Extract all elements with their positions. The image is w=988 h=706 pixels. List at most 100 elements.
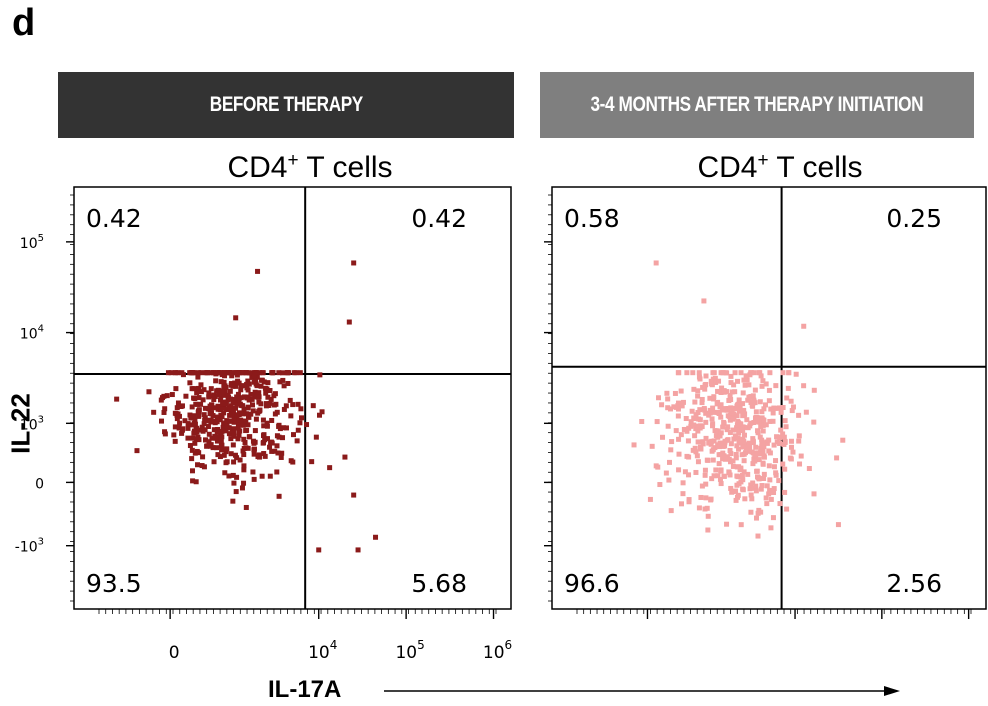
event-point — [248, 411, 254, 417]
event-point — [766, 437, 772, 443]
event-point — [195, 374, 201, 380]
event-point — [267, 444, 273, 450]
event-point — [252, 370, 258, 376]
event-point — [811, 387, 817, 393]
event-point — [753, 455, 759, 461]
quadrant-percent-upper-right: 0.25 — [886, 204, 942, 233]
event-point — [676, 436, 682, 442]
event-point — [192, 430, 198, 436]
event-point — [731, 382, 737, 388]
event-point — [755, 510, 761, 516]
event-point — [759, 383, 765, 389]
event-point — [708, 496, 714, 502]
event-point — [724, 521, 730, 527]
event-point — [758, 373, 764, 379]
event-point — [750, 440, 756, 446]
event-point — [801, 323, 807, 329]
event-point — [272, 391, 278, 397]
event-point — [675, 413, 681, 419]
event-point — [234, 394, 240, 400]
event-point — [657, 482, 663, 488]
event-point — [680, 491, 686, 497]
event-point — [190, 435, 196, 441]
event-point — [252, 389, 258, 395]
event-point — [695, 409, 701, 415]
event-point — [249, 402, 255, 408]
event-point — [196, 395, 202, 401]
event-point — [735, 402, 741, 408]
event-point — [709, 416, 715, 422]
event-point — [756, 419, 762, 425]
event-point — [631, 442, 637, 448]
event-point — [224, 423, 230, 429]
event-point — [703, 481, 709, 487]
event-point — [755, 428, 761, 434]
event-point — [269, 448, 275, 454]
event-point — [693, 423, 699, 429]
event-point — [764, 440, 770, 446]
quadrant-percent-upper-right: 0.42 — [411, 204, 467, 233]
event-point — [811, 491, 817, 497]
event-point — [274, 409, 280, 415]
event-point — [756, 457, 762, 463]
event-point — [759, 440, 765, 446]
event-point — [735, 494, 741, 500]
event-point — [697, 407, 703, 413]
event-point — [756, 476, 762, 482]
event-point — [757, 451, 763, 457]
event-point — [230, 370, 236, 376]
event-point — [748, 399, 754, 405]
event-point — [703, 373, 709, 379]
event-point — [742, 432, 748, 438]
event-point — [202, 415, 208, 421]
event-point — [218, 406, 224, 412]
event-point — [241, 394, 247, 400]
event-point — [240, 403, 246, 409]
plot-title-main: CD4 — [697, 151, 758, 184]
event-point — [193, 426, 199, 432]
plot-frame — [551, 186, 987, 610]
event-point — [767, 477, 773, 483]
event-point — [196, 385, 202, 391]
event-point — [179, 370, 185, 376]
event-point — [213, 370, 219, 376]
event-point — [175, 370, 181, 376]
event-point — [264, 420, 270, 426]
event-point — [218, 437, 224, 443]
event-point — [748, 420, 754, 426]
quadrant-percent-lower-left: 93.5 — [86, 569, 142, 598]
event-point — [215, 452, 221, 458]
event-point — [196, 413, 202, 419]
event-point — [696, 374, 702, 380]
event-point — [745, 471, 751, 477]
event-point — [241, 436, 247, 442]
event-point — [711, 473, 717, 479]
event-point — [760, 422, 766, 428]
event-point — [276, 370, 282, 376]
event-point — [283, 425, 289, 431]
plot-title-left: CD4+ T cells — [150, 150, 470, 185]
event-point — [768, 406, 774, 412]
event-point — [229, 373, 235, 379]
event-point — [189, 404, 195, 410]
event-point — [231, 429, 237, 435]
event-point — [756, 507, 762, 513]
event-point — [206, 431, 212, 437]
event-point — [221, 370, 227, 376]
event-point — [236, 380, 242, 386]
event-point — [788, 444, 794, 450]
event-point — [196, 370, 202, 376]
event-point — [725, 437, 731, 443]
event-point — [734, 443, 740, 449]
event-point — [753, 418, 759, 424]
event-point — [227, 388, 233, 394]
event-point — [739, 472, 745, 478]
event-point — [219, 428, 225, 434]
event-point — [206, 439, 212, 445]
plot-frame — [73, 186, 512, 610]
event-point — [736, 430, 742, 436]
event-point — [264, 436, 270, 442]
event-point — [267, 388, 273, 394]
event-point — [656, 395, 662, 401]
